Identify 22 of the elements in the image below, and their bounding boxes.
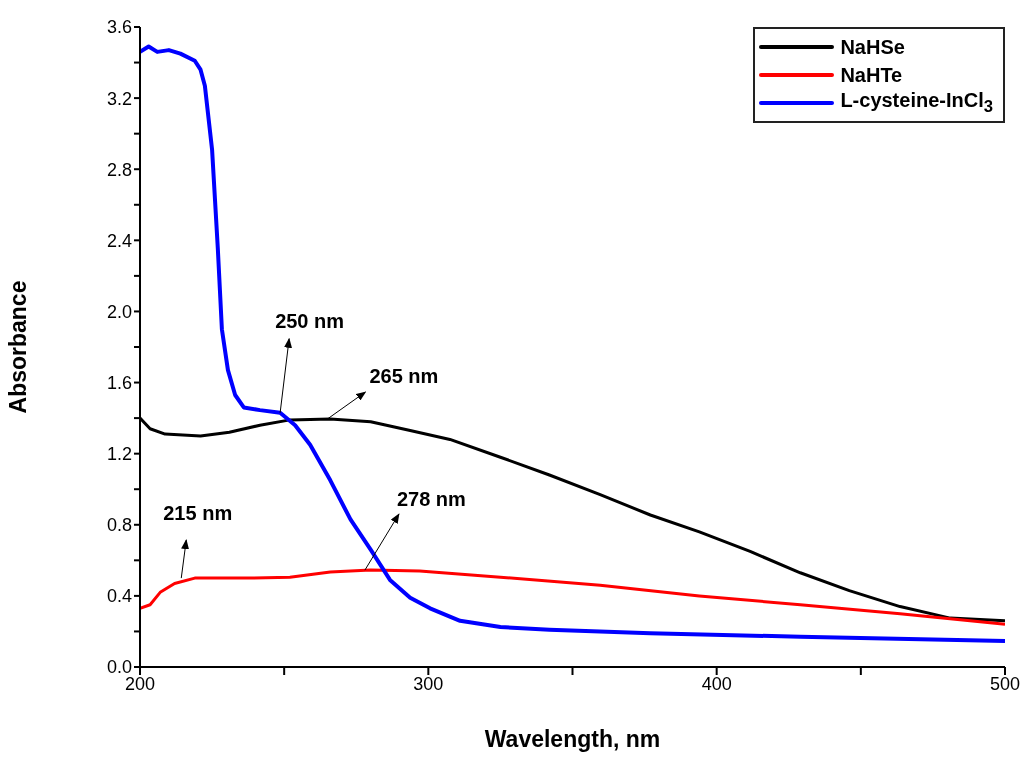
y-tick-label: 2.4	[106, 230, 132, 251]
y-tick-label: 1.2	[106, 444, 132, 465]
x-axis-title: Wavelength, nm	[484, 726, 661, 752]
x-tick-label: 500	[989, 673, 1021, 694]
y-tick-label: 1.6	[106, 372, 132, 393]
x-tick-label: 400	[701, 673, 732, 694]
legend-label: L-cysteine-InCl$_{3}$	[840, 89, 993, 117]
y-tick-label: 3.6	[106, 17, 132, 38]
legend-label: NaHSe	[840, 35, 905, 59]
y-axis-title: Absorbance	[5, 280, 32, 414]
annotation: 265 nm	[369, 365, 439, 387]
y-tick-label: 0.8	[106, 515, 132, 536]
line-series	[140, 568, 1005, 626]
annotation: 250 nm	[275, 309, 345, 332]
y-tick-label: 2.0	[106, 301, 132, 322]
legend-label: NaHTe	[840, 63, 903, 87]
y-tick-label: 3.2	[106, 88, 132, 109]
y-tick-label: 0.4	[106, 586, 132, 607]
x-tick-label: 300	[413, 673, 444, 694]
annotation: 215 nm	[163, 502, 233, 525]
annotation: 278 nm	[396, 488, 466, 511]
y-tick-label: 2.8	[106, 159, 132, 180]
